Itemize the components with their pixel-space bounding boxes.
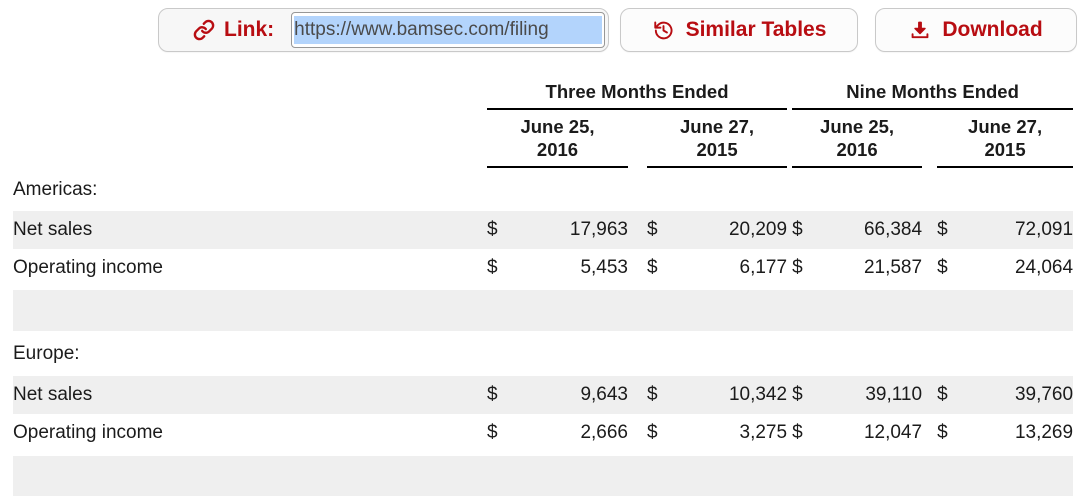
column-gap bbox=[922, 249, 937, 287]
value-cell: 6,177 bbox=[739, 257, 788, 278]
link-label: Link: bbox=[224, 18, 275, 41]
date-line: 2016 bbox=[536, 139, 579, 160]
table-row-europe-operating-income: Operating income $ 2,666 $ 3,275 $ 12,04… bbox=[13, 414, 1073, 452]
date-line: June 25, bbox=[520, 115, 595, 137]
group-header-row: Three Months Ended Nine Months Ended bbox=[13, 69, 1074, 110]
date-line: 2015 bbox=[984, 139, 1026, 160]
download-icon bbox=[909, 19, 931, 41]
financial-table: Three Months Ended Nine Months Ended Jun… bbox=[13, 69, 1074, 496]
currency-cell: $ bbox=[792, 257, 803, 278]
value-cell: 17,963 bbox=[569, 219, 628, 240]
currency-cell: $ bbox=[647, 257, 658, 278]
column-gap bbox=[628, 376, 647, 414]
currency-cell: $ bbox=[937, 384, 948, 405]
date-line: 2015 bbox=[696, 139, 738, 160]
group-header-three-months: Three Months Ended bbox=[487, 69, 788, 110]
currency-cell: $ bbox=[937, 219, 948, 240]
value-cell: 9,643 bbox=[580, 384, 628, 405]
table-row-americas-net-sales: Net sales $ 17,963 $ 20,209 $ 66,384 $ 7… bbox=[13, 211, 1074, 249]
value-cell: 12,047 bbox=[863, 422, 923, 443]
table-row-americas-operating-income: Operating income $ 5,453 $ 6,177 $ 21,58… bbox=[13, 249, 1073, 287]
row-label: Operating income bbox=[13, 257, 163, 278]
link-icon bbox=[193, 19, 215, 41]
value-cell: 72,091 bbox=[1014, 219, 1074, 240]
column-gap bbox=[628, 414, 647, 452]
value-cell: 13,269 bbox=[1014, 422, 1074, 443]
column-gap bbox=[922, 109, 937, 167]
group-header-nine-months: Nine Months Ended bbox=[792, 69, 1074, 110]
empty-cell bbox=[13, 109, 487, 167]
column-header-9m-2016: June 25, 2016 bbox=[792, 109, 923, 168]
section-label: Americas: bbox=[13, 178, 98, 200]
currency-cell: $ bbox=[647, 219, 658, 240]
history-icon bbox=[652, 19, 675, 42]
currency-cell: $ bbox=[937, 257, 948, 278]
column-header-9m-2015: June 27, 2015 bbox=[937, 109, 1074, 168]
download-label: Download bbox=[942, 18, 1043, 41]
row-label: Operating income bbox=[13, 422, 163, 443]
value-cell: 2,666 bbox=[580, 422, 628, 443]
similar-tables-button[interactable]: Similar Tables bbox=[620, 8, 858, 52]
column-gap bbox=[628, 249, 647, 287]
currency-cell: $ bbox=[487, 384, 498, 405]
value-cell: 39,110 bbox=[865, 384, 923, 405]
value-cell: 39,760 bbox=[1014, 384, 1074, 405]
spacer-row-striped-clipped bbox=[13, 456, 1074, 496]
link-url-input[interactable]: https://www.bamsec.com/filing bbox=[291, 12, 606, 48]
section-header-europe: Europe: bbox=[13, 331, 1073, 376]
date-line: June 25, bbox=[820, 115, 895, 137]
value-cell: 5,453 bbox=[580, 257, 628, 278]
currency-cell: $ bbox=[487, 422, 498, 443]
currency-cell: $ bbox=[647, 384, 658, 405]
section-header-americas: Americas: bbox=[13, 167, 1073, 211]
download-button[interactable]: Download bbox=[875, 8, 1077, 52]
date-line: June 27, bbox=[968, 115, 1043, 137]
row-label: Net sales bbox=[13, 384, 93, 405]
date-line: June 27, bbox=[680, 115, 755, 137]
currency-cell: $ bbox=[487, 219, 498, 240]
column-gap bbox=[922, 414, 937, 452]
currency-cell: $ bbox=[937, 422, 948, 443]
date-line: 2016 bbox=[836, 139, 878, 160]
currency-cell: $ bbox=[792, 219, 803, 240]
value-cell: 20,209 bbox=[728, 219, 788, 240]
value-cell: 10,342 bbox=[728, 384, 788, 405]
row-label: Net sales bbox=[13, 219, 93, 240]
empty-cell bbox=[13, 69, 487, 109]
value-cell: 3,275 bbox=[739, 422, 788, 443]
spacer-row-striped bbox=[13, 290, 1074, 331]
table-row-europe-net-sales: Net sales $ 9,643 $ 10,342 $ 39,110 $ 39… bbox=[13, 376, 1074, 414]
column-gap bbox=[922, 211, 937, 249]
section-label: Europe: bbox=[13, 342, 80, 364]
value-cell: 24,064 bbox=[1014, 257, 1074, 278]
currency-cell: $ bbox=[792, 422, 803, 443]
toolbar: Link: https://www.bamsec.com/filing Simi… bbox=[158, 8, 1077, 52]
similar-tables-label: Similar Tables bbox=[685, 18, 827, 41]
currency-cell: $ bbox=[792, 384, 803, 405]
column-gap bbox=[628, 211, 647, 249]
column-header-3m-2016: June 25, 2016 bbox=[487, 109, 628, 168]
link-group: Link: https://www.bamsec.com/filing bbox=[158, 8, 609, 52]
column-gap bbox=[628, 109, 647, 167]
column-header-3m-2015: June 27, 2015 bbox=[647, 109, 788, 168]
date-header-row: June 25, 2016 June 27, 2015 June 25, 2016 J… bbox=[13, 109, 1074, 168]
value-cell: 21,587 bbox=[863, 257, 923, 278]
column-gap bbox=[922, 376, 937, 414]
value-cell: 66,384 bbox=[863, 219, 923, 240]
currency-cell: $ bbox=[487, 257, 498, 278]
link-url-value: https://www.bamsec.com/filing bbox=[294, 16, 603, 44]
currency-cell: $ bbox=[647, 422, 658, 443]
